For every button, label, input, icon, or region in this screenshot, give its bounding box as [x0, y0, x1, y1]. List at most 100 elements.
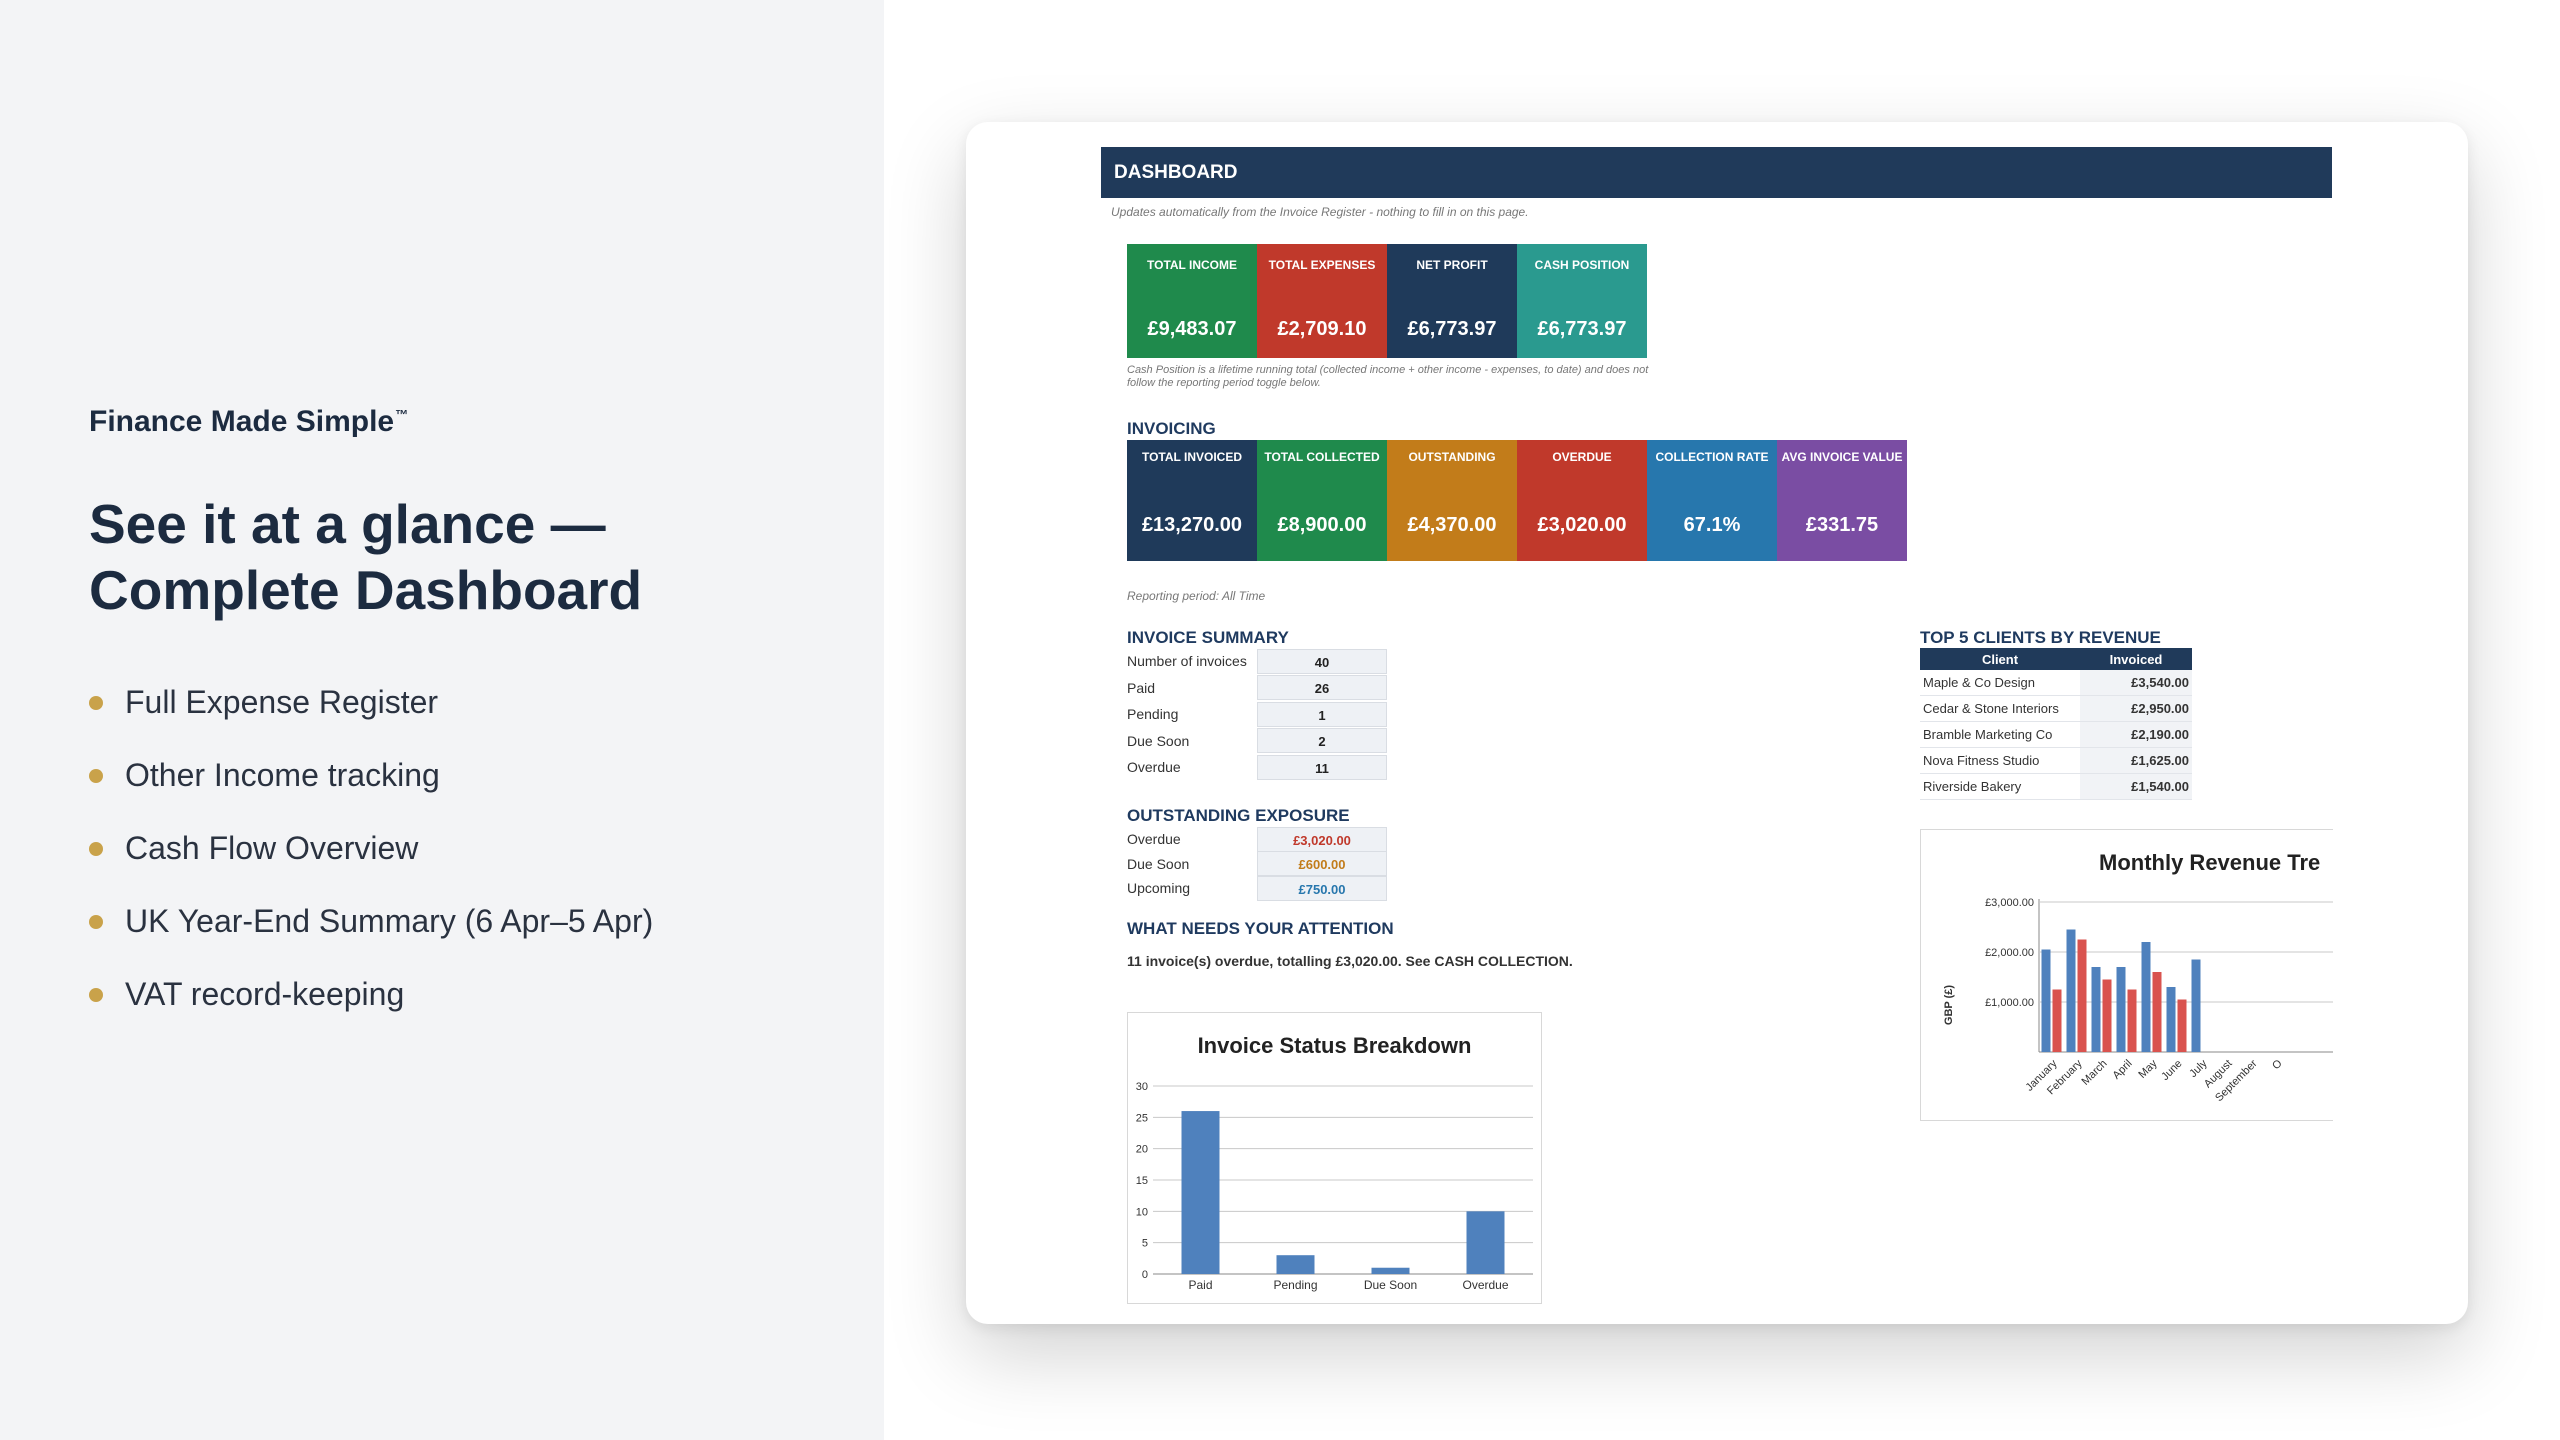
outstanding-exposure-title: OUTSTANDING EXPOSURE — [1127, 806, 1350, 825]
kpi-tile: NET PROFIT £6,773.97 — [1387, 244, 1517, 358]
bullet-icon — [89, 768, 103, 783]
row-value: 1 — [1257, 701, 1387, 727]
kpi-value: £331.75 — [1805, 514, 1879, 536]
kpi-tile: OVERDUE £3,020.00 — [1517, 440, 1647, 561]
brand-name: Finance Made Simple™ — [89, 405, 409, 438]
bar — [1181, 1111, 1220, 1274]
bar — [2066, 929, 2076, 1052]
kpi-tile: CASH POSITION £6,773.97 — [1517, 244, 1647, 358]
kpi-tile: OUTSTANDING £4,370.00 — [1387, 440, 1517, 561]
top-clients-body: Maple & Co Design £3,540.00 Cedar & Stone … — [1920, 670, 2192, 800]
row-value: £3,020.00 — [1257, 826, 1387, 852]
chart-title: Monthly Revenue Tre — [2099, 850, 2321, 875]
kpi-label: COLLECTION RATE — [1655, 450, 1769, 464]
table-row: Bramble Marketing Co £2,190.00 — [1920, 721, 2192, 748]
bar — [2127, 989, 2137, 1052]
x-tick-label: Paid — [1188, 1278, 1212, 1292]
y-tick-label: 5 — [1142, 1238, 1148, 1250]
feature-item: UK Year-End Summary (6 Apr–5 Apr) — [89, 885, 653, 958]
x-tick-label: Pending — [1273, 1278, 1317, 1292]
y-tick-label: 10 — [1136, 1206, 1148, 1218]
kpi-value: £8,900.00 — [1277, 514, 1367, 536]
table-row: Nova Fitness Studio £1,625.00 — [1920, 747, 2192, 774]
bar — [2141, 942, 2151, 1052]
table-row: Pending 1 — [1127, 701, 1387, 727]
table-row: Paid 26 — [1127, 675, 1387, 701]
client-name: Bramble Marketing Co — [1920, 721, 2080, 748]
dashboard-title-bar: DASHBOARD — [1101, 147, 2332, 198]
x-tick-label: Overdue — [1462, 1278, 1508, 1292]
bullet-icon — [89, 987, 103, 1002]
y-tick-label: 20 — [1136, 1144, 1148, 1156]
kpi-label: TOTAL INCOME — [1147, 258, 1237, 272]
bar — [1276, 1255, 1315, 1274]
table-row: Riverside Bakery £1,540.00 — [1920, 773, 2192, 800]
x-tick-label: O — [2270, 1057, 2285, 1072]
headline-line-2: Complete Dashboard — [89, 559, 643, 621]
top-clients-table: Client Invoiced Maple & Co Design £3,540.… — [1920, 648, 2192, 800]
column-header-client: Client — [1920, 648, 2080, 670]
headline-line-1: See it at a glance — — [89, 493, 606, 555]
row-label: Overdue — [1127, 831, 1181, 847]
bar — [2152, 972, 2162, 1052]
table-row: Due Soon 2 — [1127, 728, 1387, 754]
bar — [2102, 979, 2112, 1052]
kpi-label: TOTAL COLLECTED — [1264, 450, 1380, 464]
table-row: Due Soon £600.00 — [1127, 851, 1387, 877]
x-tick-label: Due Soon — [1364, 1278, 1417, 1292]
row-label: Number of invoices — [1127, 653, 1247, 669]
kpi-value: £6,773.97 — [1407, 318, 1497, 340]
row-value: £750.00 — [1257, 875, 1387, 901]
attention-message: 11 invoice(s) overdue, totalling £3,020.… — [1127, 953, 1573, 969]
row-label: Paid — [1127, 679, 1156, 696]
bar — [2191, 959, 2201, 1052]
bar — [2077, 939, 2087, 1052]
kpi-tile: TOTAL INCOME £9,483.07 — [1127, 244, 1257, 358]
kpi-label: TOTAL EXPENSES — [1268, 258, 1376, 272]
bullet-icon — [89, 914, 103, 929]
row-value: 2 — [1257, 728, 1387, 753]
feature-item: VAT record-keeping — [89, 958, 653, 1031]
x-tick-label: May — [2136, 1057, 2160, 1081]
dashboard-subtitle: Updates automatically from the Invoice R… — [1111, 205, 1529, 219]
top-clients-title: TOP 5 CLIENTS BY REVENUE — [1920, 628, 2161, 647]
kpi-label: CASH POSITION — [1534, 258, 1630, 272]
attention-title: WHAT NEEDS YOUR ATTENTION — [1127, 919, 1394, 938]
kpi-value: £2,709.10 — [1277, 318, 1367, 340]
kpi-value: £4,370.00 — [1407, 514, 1497, 536]
x-tick-label: April — [2111, 1058, 2135, 1082]
kpi-value: £9,483.07 — [1147, 318, 1237, 340]
bar — [2091, 967, 2101, 1052]
left-panel: Finance Made Simple™ See it at a glance … — [0, 0, 884, 1440]
kpi-tile: COLLECTION RATE 67.1% — [1647, 440, 1777, 561]
client-invoiced: £1,540.00 — [2080, 773, 2192, 800]
kpi-label: TOTAL INVOICED — [1141, 450, 1242, 464]
bar — [2166, 987, 2176, 1052]
row-label: Upcoming — [1127, 880, 1191, 896]
kpi-label: OUTSTANDING — [1408, 450, 1496, 464]
feature-item: Full Expense Register — [89, 666, 653, 739]
kpi-value: £3,020.00 — [1537, 514, 1627, 536]
bullet-icon — [89, 695, 103, 710]
kpi-label: NET PROFIT — [1416, 258, 1488, 272]
client-name: Nova Fitness Studio — [1920, 747, 2080, 774]
feature-list: Full Expense Register Other Income track… — [89, 666, 653, 1031]
invoice-status-chart: Invoice Status Breakdown 0 5 10 15 20 25 30 Pai… — [1127, 1012, 1542, 1304]
table-row: Number of invoices 40 — [1127, 648, 1387, 674]
y-tick-label: 15 — [1136, 1175, 1148, 1187]
row-label: Overdue — [1127, 759, 1181, 775]
table-row: Upcoming £750.00 — [1127, 875, 1387, 901]
client-name: Maple & Co Design — [1920, 670, 2080, 696]
kpi-tile: TOTAL EXPENSES £2,709.10 — [1257, 244, 1387, 358]
row-value: 40 — [1257, 648, 1387, 674]
headline: See it at a glance — Complete Dashboard — [89, 491, 849, 623]
kpi-value: 67.1% — [1683, 514, 1741, 536]
kpi-value: £13,270.00 — [1141, 514, 1243, 536]
dashboard-screenshot-card: DASHBOARD Updates automatically from the… — [966, 122, 2468, 1324]
dashboard-sheet: DASHBOARD Updates automatically from the… — [966, 122, 2468, 1324]
invoice-summary-title: INVOICE SUMMARY — [1127, 628, 1289, 647]
row-value: £600.00 — [1257, 851, 1387, 876]
bullet-icon — [89, 841, 103, 856]
y-tick-label: £2,000.00 — [1985, 947, 2034, 959]
